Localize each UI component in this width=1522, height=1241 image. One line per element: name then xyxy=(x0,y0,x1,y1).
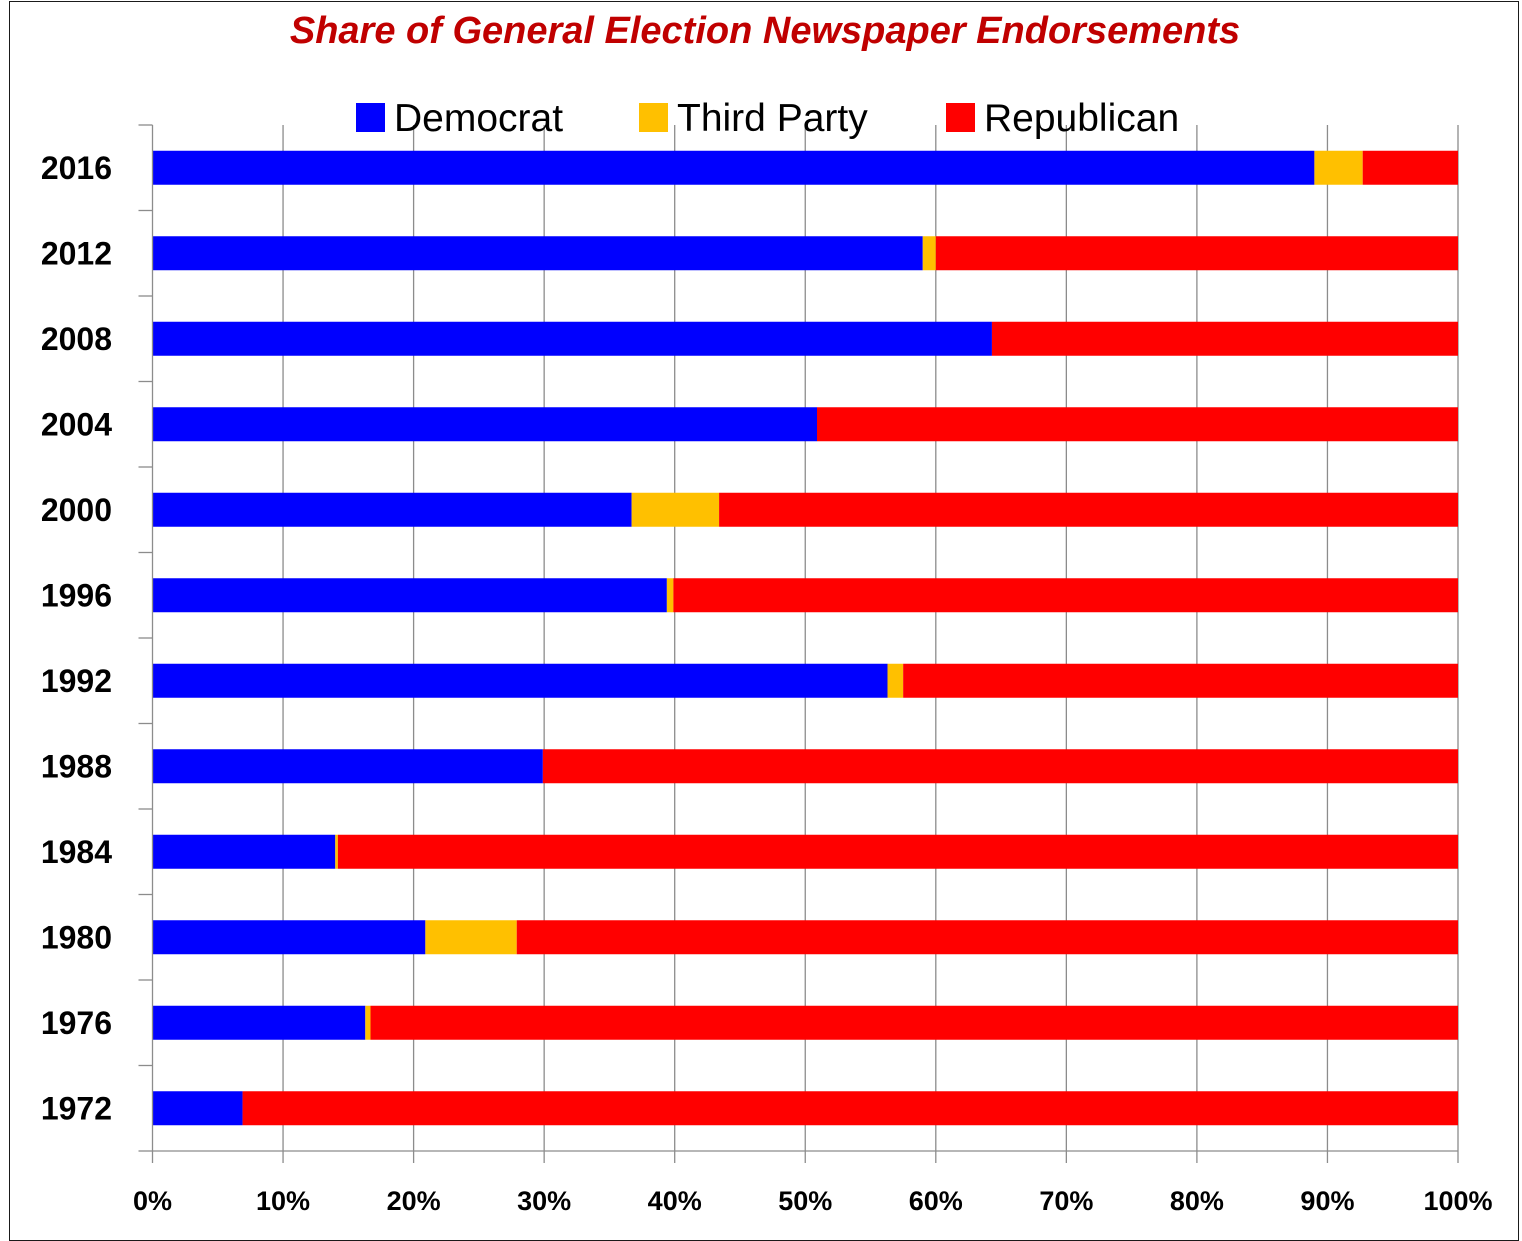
bar-segment-third-party-2016 xyxy=(1314,150,1363,185)
y-category-label: 2016 xyxy=(41,150,112,186)
legend-label: Third Party xyxy=(677,97,868,140)
x-tick-label: 10% xyxy=(256,1186,310,1216)
bar-segment-republican-2008 xyxy=(991,321,1458,356)
x-tick-label: 30% xyxy=(517,1186,571,1216)
bar-segment-democrat-1980 xyxy=(152,920,426,955)
x-tick-label: 80% xyxy=(1170,1186,1224,1216)
bar-segment-democrat-1988 xyxy=(152,749,543,784)
bar-segment-republican-2012 xyxy=(935,236,1458,271)
bar-segment-democrat-2000 xyxy=(152,492,632,527)
x-tick-label: 50% xyxy=(778,1186,832,1216)
bar-segment-democrat-1976 xyxy=(152,1005,366,1040)
y-category-label: 2000 xyxy=(41,492,112,528)
legend-item-republican: Republican xyxy=(946,97,1179,140)
legend-item-third-party: Third Party xyxy=(639,97,868,140)
bar-segment-democrat-2012 xyxy=(152,236,923,271)
bar-segment-third-party-1976 xyxy=(365,1005,371,1040)
legend-label: Democrat xyxy=(394,97,563,140)
bar-segment-republican-1972 xyxy=(242,1091,1459,1126)
legend: Democrat Third Party Republican xyxy=(356,97,1179,140)
y-category-label: 2012 xyxy=(41,235,112,271)
y-category-label: 1976 xyxy=(41,1005,112,1041)
bar-segment-republican-1996 xyxy=(673,578,1458,613)
x-tick-label: 90% xyxy=(1300,1186,1354,1216)
bar-layer xyxy=(152,150,1459,1126)
x-tick-label: 70% xyxy=(1039,1186,1093,1216)
bar-segment-democrat-1972 xyxy=(152,1091,243,1126)
bar-segment-republican-1992 xyxy=(903,663,1458,698)
bar-segment-republican-2004 xyxy=(816,407,1458,442)
grid-layer xyxy=(282,125,1459,1151)
y-category-label: 2008 xyxy=(41,321,112,357)
legend-item-democrat: Democrat xyxy=(356,97,563,140)
bar-segment-republican-1980 xyxy=(516,920,1458,955)
legend-swatch xyxy=(946,103,975,132)
y-category-label: 1992 xyxy=(41,663,112,699)
bar-segment-democrat-2008 xyxy=(152,321,992,356)
chart-title: Share of General Election Newspaper Endo… xyxy=(290,10,1240,52)
bar-segment-third-party-1984 xyxy=(335,834,338,869)
axis-layer: 0% 10% 20% 30% 40% 50% 60% 70% 80% 90% 100% 2016 201… xyxy=(41,124,1493,1216)
x-tick-label: 60% xyxy=(909,1186,963,1216)
bar-segment-democrat-1992 xyxy=(152,663,888,698)
x-tick-label: 0% xyxy=(133,1186,172,1216)
x-tick-label: 100% xyxy=(1423,1186,1492,1216)
y-category-label: 1996 xyxy=(41,577,112,613)
bar-segment-democrat-2004 xyxy=(152,407,817,442)
bar-segment-third-party-2000 xyxy=(631,492,720,527)
y-category-label: 1988 xyxy=(41,748,112,784)
bar-segment-third-party-1996 xyxy=(666,578,674,613)
y-category-label: 2004 xyxy=(41,406,112,442)
x-tick-label: 20% xyxy=(387,1186,441,1216)
legend-swatch xyxy=(639,103,668,132)
bar-segment-republican-1988 xyxy=(542,749,1458,784)
bar-segment-republican-2000 xyxy=(719,492,1458,527)
bar-segment-democrat-1984 xyxy=(152,834,336,869)
legend-swatch xyxy=(356,103,385,132)
bar-segment-third-party-1992 xyxy=(887,663,904,698)
bar-segment-republican-1984 xyxy=(337,834,1459,869)
y-category-label: 1980 xyxy=(41,919,112,955)
bar-segment-republican-2016 xyxy=(1362,150,1458,185)
bar-segment-democrat-1996 xyxy=(152,578,667,613)
x-tick-label: 40% xyxy=(648,1186,702,1216)
legend-label: Republican xyxy=(984,97,1179,140)
bar-segment-third-party-1980 xyxy=(425,920,517,955)
y-category-label: 1984 xyxy=(41,834,112,870)
bar-segment-republican-1976 xyxy=(370,1005,1458,1040)
y-category-label: 1972 xyxy=(41,1090,112,1126)
bar-segment-third-party-2012 xyxy=(922,236,936,271)
bar-segment-democrat-2016 xyxy=(152,150,1315,185)
